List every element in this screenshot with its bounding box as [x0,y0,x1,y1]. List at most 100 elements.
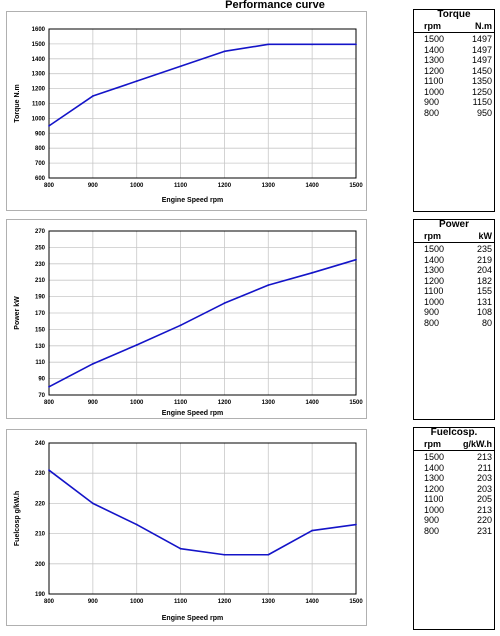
table-row: 1300 204 [414,265,494,276]
torque-chart: 800 900 1000 1100 1200 1300 1400 1500 600 700 800 9… [14,27,363,204]
x-tick-label: 1100 [174,400,188,406]
data-point [311,529,314,532]
x-tick-label: 1000 [130,400,144,406]
header-cell: rpm [424,20,442,31]
y-axis-label: Power kW [14,296,21,330]
rpm-cell: 1100 [424,494,444,504]
x-tick-label: 1500 [349,183,363,189]
y-tick-label: 70 [38,393,45,399]
x-tick-label: 1300 [262,400,276,406]
data-point [223,50,226,53]
data-point [267,284,270,287]
torque-table: Torque rpm N.m 1500 1497 1400 1497 1300 1497 1200… [413,9,495,212]
table-row: 1300 1497 [414,55,494,66]
rpm-cell: 1000 [424,504,445,515]
fuel-chart: 800 900 1000 1100 1200 1300 1400 1500 190 200 210 2… [14,441,363,622]
rpm-cell: 1100 [424,286,444,296]
x-tick-label: 1100 [174,183,188,189]
data-point [355,258,357,261]
series-line [48,258,357,388]
table-header: rpm g/kW.h [414,439,494,450]
table-header: rpm kW [414,231,494,242]
rpm-cell: 1400 [424,44,445,55]
table-row: 1000 131 [414,297,494,308]
y-tick-label: 210 [35,278,46,284]
page-title: Performance curve [225,0,325,11]
x-tick-label: 1400 [305,183,319,189]
value-cell: 219 [476,254,492,265]
header-divider [414,450,494,451]
x-axis-label: Engine Speed rpm [162,197,223,204]
rpm-cell: 1300 [424,473,445,483]
header-cell: kW [478,230,493,241]
table-row: 1400 211 [414,463,494,474]
y-tick-label: 210 [35,532,46,538]
table-row: 1200 1450 [414,66,494,77]
value-cell: 1450 [471,65,492,76]
y-tick-label: 800 [35,146,46,152]
data-point [135,344,138,346]
table-title: Fuelcosp. [430,427,478,438]
table-row: 900 1150 [414,97,494,108]
table-row: 1000 213 [414,505,494,516]
data-point [48,124,50,127]
y-tick-label: 130 [35,344,46,350]
x-tick-label: 800 [44,183,55,189]
table-row: 1400 219 [414,255,494,266]
value-cell: 1150 [472,97,492,107]
y-tick-label: 240 [35,441,46,447]
value-cell: 182 [476,275,492,286]
plot-area [48,230,357,396]
table-row: 1000 1250 [414,87,494,98]
data-point [355,523,357,526]
rpm-cell: 1400 [424,254,445,265]
data-point [355,43,357,46]
y-tick-label: 230 [35,471,46,477]
table-row: 1200 203 [414,484,494,495]
value-cell: 950 [476,107,492,118]
value-cell: 1497 [471,55,492,65]
y-tick-label: 190 [35,295,46,301]
table-row: 1100 1350 [414,76,494,87]
header-divider [414,32,494,33]
fuel-table: Fuelcosp. rpm g/kW.h 1500 213 1400 211 1300 203 1… [413,427,495,630]
header-cell: g/kW.h [463,438,492,449]
table-header: rpm N.m [414,21,494,32]
data-point [311,43,314,46]
x-tick-label: 1200 [218,400,232,406]
table-row: 900 220 [414,515,494,526]
rpm-cell: 1500 [424,244,445,254]
y-tick-label: 1300 [32,72,46,78]
y-tick-label: 250 [35,245,46,251]
rpm-cell: 800 [424,107,440,118]
x-tick-label: 1300 [262,183,276,189]
torque-chart-panel: 800 900 1000 1100 1200 1300 1400 1500 600 700 800 9… [6,11,367,211]
rpm-cell: 1500 [424,452,445,462]
table-row: 800 950 [414,108,494,119]
value-cell: 235 [476,244,492,254]
data-point [311,271,314,274]
x-tick-label: 900 [88,599,99,605]
value-cell: 108 [476,307,492,317]
y-tick-label: 270 [35,229,46,235]
table-row: 900 108 [414,307,494,318]
value-cell: 1250 [471,86,492,97]
rpm-cell: 800 [424,525,440,536]
header-cell: N.m [474,20,492,31]
x-tick-label: 1500 [349,400,363,406]
rpm-cell: 800 [424,317,440,328]
y-tick-label: 1000 [32,116,46,122]
value-cell: 204 [476,265,492,275]
rpm-cell: 1500 [424,34,445,44]
power-chart-panel: 800 900 1000 1100 1200 1300 1400 1500 70 90 110 130… [6,219,367,419]
data-point [179,547,182,550]
y-tick-label: 220 [35,501,46,507]
value-cell: 220 [476,515,492,525]
y-tick-label: 170 [35,311,46,317]
x-tick-label: 1500 [349,599,363,605]
table-title: Power [438,219,469,230]
data-point [223,302,226,305]
table-row: 1500 1497 [414,34,494,45]
header-divider [414,242,494,243]
x-tick-label: 1400 [305,599,319,605]
